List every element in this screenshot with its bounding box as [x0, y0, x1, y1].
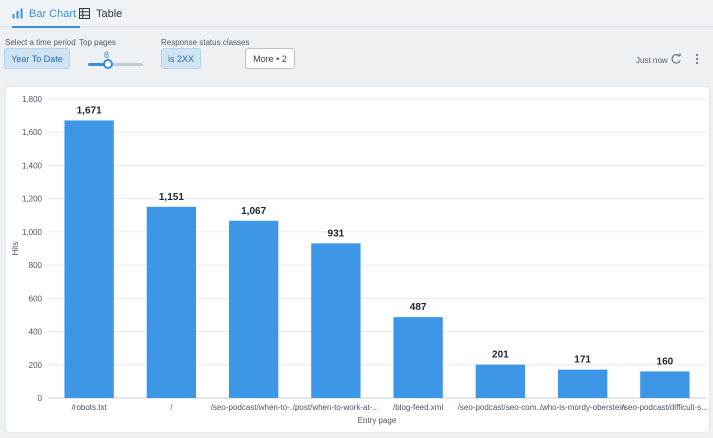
- y-tick-label: 1,200: [22, 195, 43, 204]
- filter-bar: Select a time period Year To Date Top pa…: [0, 27, 713, 83]
- bar: [64, 120, 114, 398]
- data-label: 171: [574, 355, 591, 366]
- y-tick-label: 1,600: [22, 128, 43, 137]
- data-label: 487: [410, 302, 427, 313]
- table-icon: [79, 8, 90, 19]
- status-filter-button[interactable]: is 2XX: [161, 48, 201, 69]
- bar-chart: 0 200 400 600 800 1,000 1,200 1,400 1,600 1,800 1,…: [11, 95, 708, 425]
- top-pages-label: Top pages: [79, 38, 116, 47]
- data-label: 160: [657, 356, 674, 367]
- x-axis-title: Entry page: [358, 416, 397, 425]
- tab-bar-chart[interactable]: Bar Chart: [12, 0, 81, 28]
- tab-bar-chart-label: Bar Chart: [29, 7, 77, 20]
- top-pages-slider-handle[interactable]: [103, 59, 113, 69]
- y-axis-title: Hits: [11, 242, 20, 256]
- data-label: 931: [328, 228, 345, 239]
- more-filters-button[interactable]: More • 2: [245, 48, 295, 69]
- bar: [475, 364, 526, 398]
- status-classes-label: Response status classes: [161, 38, 250, 47]
- top-pages-slider-fill: [88, 63, 108, 66]
- y-tick-label: 800: [29, 261, 43, 270]
- kebab-menu-icon[interactable]: [691, 52, 703, 66]
- bar: [146, 206, 197, 398]
- top-pages-value: 8: [104, 50, 110, 60]
- data-label: 1,067: [241, 206, 266, 217]
- x-tick-label: /robots.txt: [72, 403, 108, 412]
- y-tick-label: 200: [29, 361, 43, 370]
- time-period-label: Select a time period: [5, 38, 76, 47]
- x-tick-label: /blog-feed.xml: [393, 403, 443, 412]
- bar: [311, 243, 361, 398]
- top-pages-slider-track[interactable]: [88, 63, 143, 66]
- tab-table[interactable]: Table: [79, 0, 122, 27]
- y-tick-label: 1,000: [22, 228, 43, 237]
- y-tick-label: 400: [29, 328, 43, 337]
- x-tick-label: /: [170, 403, 173, 412]
- bar: [557, 369, 608, 398]
- y-tick-label: 1,400: [22, 161, 43, 170]
- bar: [640, 371, 690, 398]
- bar-chart-icon: [12, 8, 23, 19]
- time-period-select[interactable]: Year To Date: [4, 48, 70, 69]
- tab-table-label: Table: [96, 7, 123, 20]
- y-tick-label: 1,800: [22, 95, 43, 104]
- last-updated-text: Just now: [636, 56, 668, 65]
- data-label: 1,151: [159, 192, 184, 203]
- chart-card: 0 200 400 600 800 1,000 1,200 1,400 1,600 1,800 1,…: [6, 87, 709, 432]
- data-label: 1,671: [77, 105, 102, 116]
- x-tick-label: /seo-podcast/when-to-...: [211, 403, 297, 412]
- x-tick-label: /seo-podcast/difficult-s...: [622, 403, 708, 412]
- bar: [228, 220, 279, 398]
- refresh-icon[interactable]: [669, 52, 683, 66]
- data-label: 201: [492, 350, 509, 361]
- x-tick-label: /who-is-mordy-oberstein: [540, 403, 626, 412]
- view-tabs: Bar Chart Table: [0, 0, 713, 28]
- x-tick-label: /seo-podcast/seo-com...: [458, 403, 543, 412]
- y-tick-label: 0: [38, 394, 43, 403]
- bar: [393, 317, 443, 398]
- x-tick-label: /post/when-to-work-at-...: [293, 403, 379, 412]
- y-tick-label: 600: [29, 294, 43, 303]
